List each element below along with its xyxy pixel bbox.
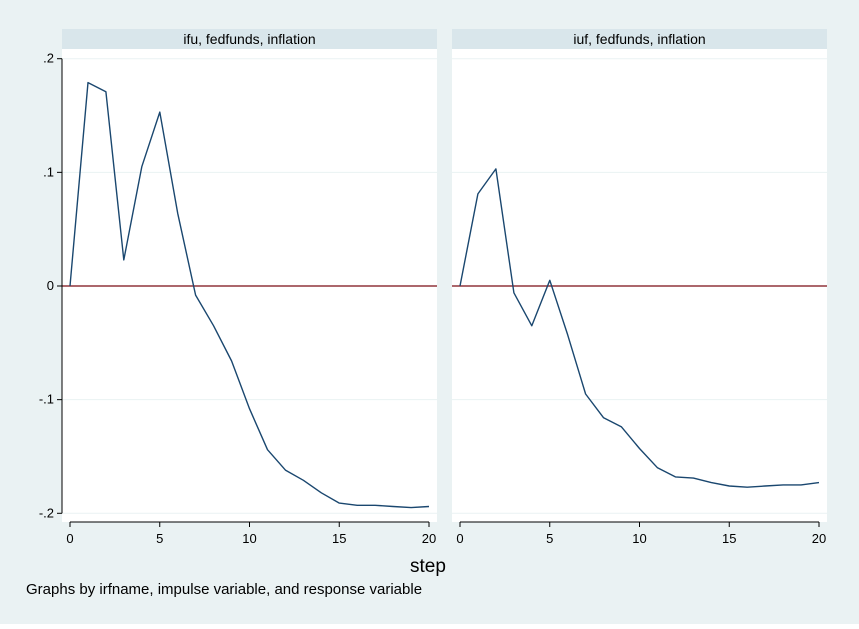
y-tick-label: .1	[43, 164, 54, 179]
y-tick-label: -.1	[39, 392, 54, 407]
x-tick-label: 15	[722, 531, 736, 546]
panel-header	[452, 29, 827, 49]
x-axis-label: step	[410, 556, 446, 577]
y-tick-label: .2	[43, 51, 54, 66]
panel-2: iuf, fedfunds, inflation 0 5 10 15 20	[452, 29, 827, 546]
y-tick-label: -.2	[39, 505, 54, 520]
x-tick-label: 0	[66, 531, 73, 546]
panel-title: iuf, fedfunds, inflation	[573, 31, 705, 47]
panel-header	[62, 29, 437, 49]
x-tick-label: 15	[332, 531, 346, 546]
x-tick-label: 20	[422, 531, 436, 546]
panel-title: ifu, fedfunds, inflation	[183, 31, 315, 47]
x-tick-label: 20	[812, 531, 826, 546]
x-tick-label: 10	[242, 531, 256, 546]
irf-series-line	[69, 81, 430, 509]
graph-note: Graphs by irfname, impulse variable, and…	[26, 581, 422, 598]
x-tick-label: 5	[156, 531, 163, 546]
x-tick-label: 5	[546, 531, 553, 546]
irf-series-line	[459, 168, 820, 488]
panel-1: ifu, fedfunds, inflation 0 5 10 15 20 -.2 -.1 0.…	[39, 29, 437, 546]
x-tick-label: 10	[632, 531, 646, 546]
y-tick-label: 0	[47, 278, 54, 293]
x-tick-label: 0	[456, 531, 463, 546]
